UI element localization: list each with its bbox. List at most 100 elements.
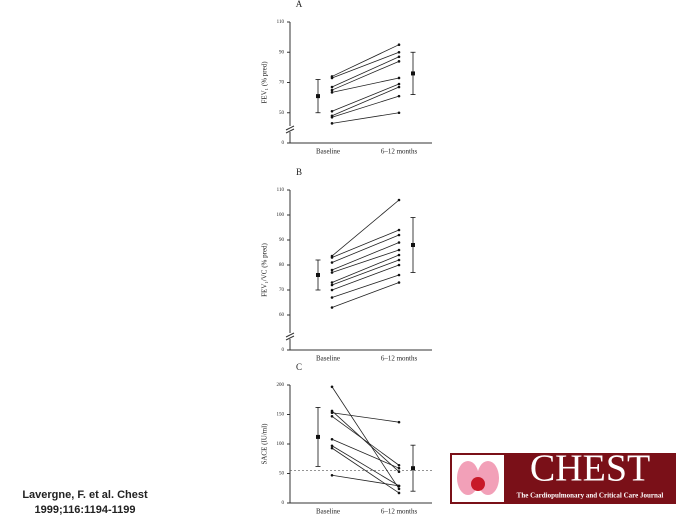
pair-line bbox=[331, 282, 400, 308]
mean-marker bbox=[316, 94, 320, 99]
axis-break-gap bbox=[286, 126, 294, 132]
point bbox=[397, 82, 401, 86]
pair-line bbox=[331, 44, 400, 77]
point bbox=[397, 273, 401, 277]
pair-line bbox=[331, 60, 400, 91]
pair-line bbox=[331, 259, 400, 286]
point bbox=[397, 484, 401, 488]
panel-label: C bbox=[296, 362, 302, 372]
point bbox=[330, 306, 334, 309]
logo-title: CHEST bbox=[530, 448, 650, 490]
pair-line bbox=[331, 386, 400, 490]
point bbox=[397, 50, 401, 54]
x-tick-label: Baseline bbox=[316, 148, 340, 156]
point bbox=[397, 258, 401, 262]
y-tick-label: 110 bbox=[277, 188, 285, 193]
x-tick-label: Baseline bbox=[316, 355, 340, 363]
pair-line bbox=[331, 249, 400, 273]
point bbox=[397, 281, 401, 284]
point bbox=[330, 296, 334, 299]
mean-marker bbox=[316, 273, 320, 277]
pair-line bbox=[331, 415, 400, 466]
y-tick-label: 100 bbox=[277, 442, 285, 447]
point bbox=[397, 94, 401, 98]
x-tick-label: Baseline bbox=[316, 508, 340, 516]
y-tick-label: 200 bbox=[277, 383, 285, 388]
point bbox=[330, 281, 334, 284]
mean-marker bbox=[316, 434, 320, 439]
y-tick-label: 0 bbox=[282, 501, 285, 506]
x-tick-label: 6–12 months bbox=[381, 148, 418, 156]
pair-line bbox=[331, 199, 400, 257]
point bbox=[330, 437, 334, 441]
pair-line bbox=[331, 77, 400, 93]
point bbox=[330, 88, 334, 92]
y-axis-label: FEV₁ (% pred) bbox=[261, 61, 269, 104]
point bbox=[330, 271, 334, 274]
point bbox=[397, 466, 401, 470]
axis-break-gap bbox=[286, 333, 294, 339]
point bbox=[397, 233, 401, 237]
point bbox=[397, 420, 401, 424]
pair-line bbox=[331, 254, 400, 283]
y-tick-label: 80 bbox=[279, 263, 285, 268]
point bbox=[330, 115, 334, 119]
pair-line bbox=[331, 112, 400, 124]
point bbox=[397, 55, 401, 59]
y-tick-label: 50 bbox=[279, 472, 285, 477]
point bbox=[397, 111, 401, 115]
y-tick-label: 100 bbox=[277, 213, 285, 218]
point bbox=[330, 444, 334, 448]
mean-marker bbox=[411, 466, 415, 471]
point bbox=[397, 76, 401, 80]
point bbox=[397, 228, 401, 232]
y-tick-label: 150 bbox=[277, 413, 285, 418]
point bbox=[397, 248, 401, 252]
logo: CHEST The Cardiopulmonary and Critical C… bbox=[450, 448, 676, 504]
point bbox=[397, 85, 401, 89]
point bbox=[330, 91, 334, 94]
y-tick-label: 70 bbox=[279, 81, 285, 86]
citation: 1999;116:1194-1199 bbox=[35, 504, 136, 516]
pair-line bbox=[331, 86, 400, 117]
point bbox=[330, 409, 334, 413]
pair-line bbox=[331, 264, 400, 291]
point bbox=[330, 385, 334, 389]
point bbox=[330, 473, 334, 477]
pair-line bbox=[331, 83, 400, 112]
x-tick-label: 6–12 months bbox=[381, 355, 418, 363]
mean-marker bbox=[411, 71, 415, 76]
pair-line bbox=[331, 51, 400, 79]
pair-line bbox=[331, 474, 400, 487]
point bbox=[330, 109, 334, 113]
point bbox=[330, 414, 334, 418]
point bbox=[330, 256, 334, 259]
point bbox=[397, 487, 401, 491]
y-tick-label: 90 bbox=[279, 50, 285, 55]
panel-label: A bbox=[296, 0, 303, 9]
point bbox=[397, 470, 401, 474]
point bbox=[397, 198, 401, 202]
y-tick-label: 0 bbox=[282, 141, 285, 146]
point bbox=[397, 263, 401, 267]
y-tick-label: 70 bbox=[279, 288, 285, 293]
point bbox=[397, 60, 401, 63]
axis-break bbox=[285, 332, 295, 338]
y-tick-label: 110 bbox=[277, 20, 285, 25]
heart bbox=[471, 477, 485, 491]
pair-line bbox=[331, 412, 400, 423]
pair-line bbox=[331, 95, 400, 118]
pair-line bbox=[331, 56, 400, 88]
x-tick-label: 6–12 months bbox=[381, 508, 418, 516]
y-axis-label: FEV₁/VC (% pred) bbox=[261, 242, 269, 296]
point bbox=[330, 446, 334, 450]
point bbox=[397, 241, 401, 244]
pair-line bbox=[331, 410, 400, 473]
point bbox=[397, 491, 401, 495]
axis-break bbox=[285, 335, 295, 341]
pair-line bbox=[331, 445, 400, 487]
point bbox=[397, 253, 401, 257]
pair-line bbox=[331, 447, 400, 494]
pair-line bbox=[331, 438, 400, 469]
